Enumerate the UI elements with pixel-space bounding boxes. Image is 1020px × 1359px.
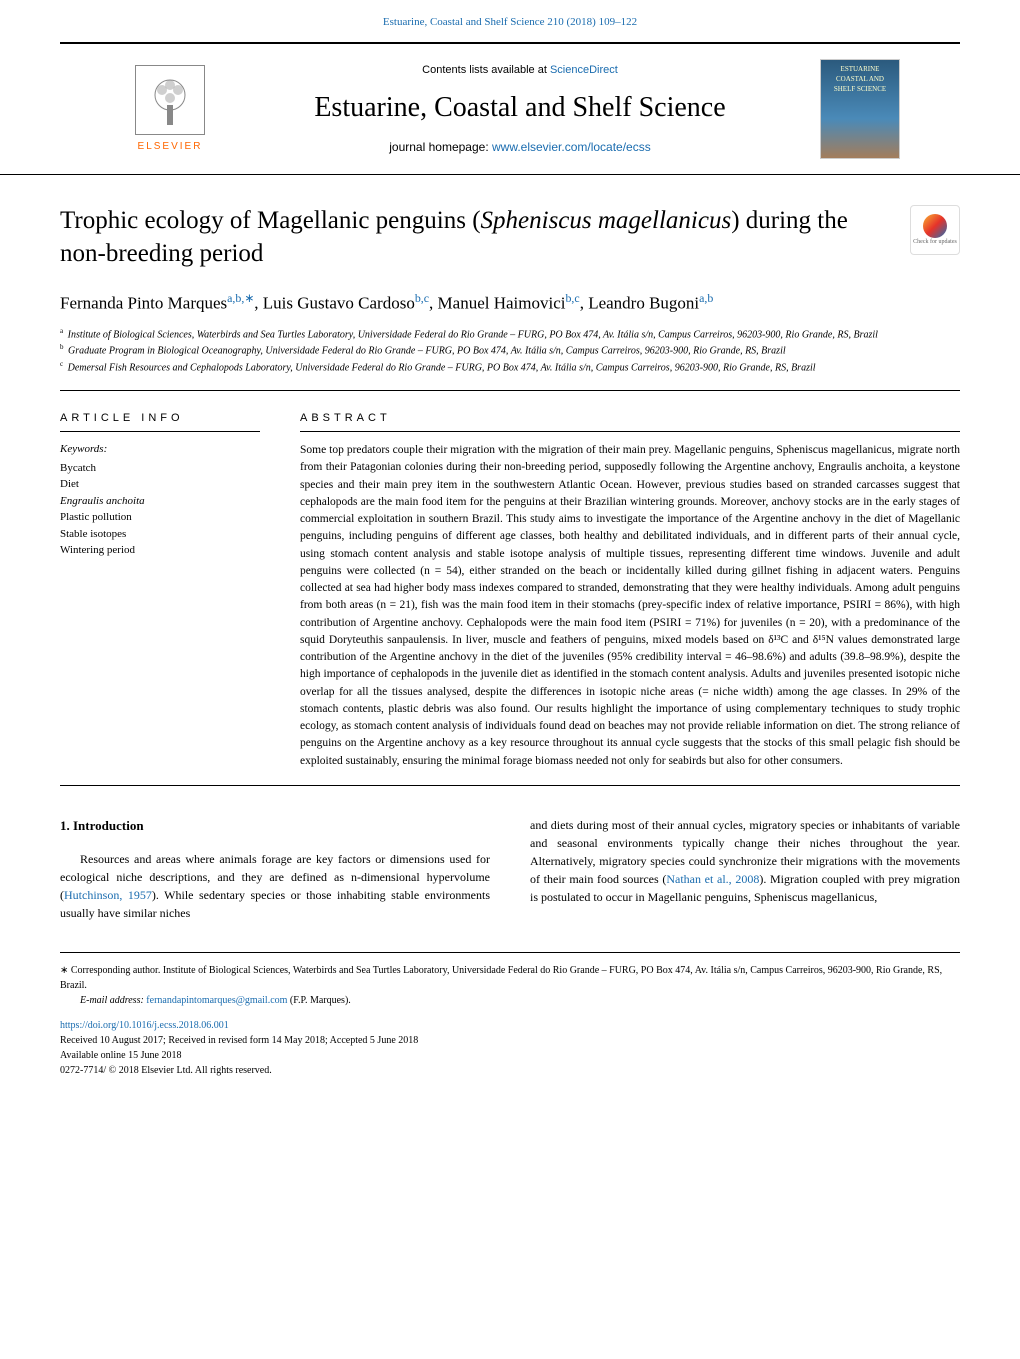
divider-2: [60, 785, 960, 786]
divider: [60, 390, 960, 391]
homepage-link[interactable]: www.elsevier.com/locate/ecss: [492, 140, 651, 154]
article-title: Trophic ecology of Magellanic penguins (…: [60, 205, 910, 270]
author-1-corr[interactable]: ∗: [244, 291, 254, 305]
keyword-5: Stable isotopes: [60, 526, 260, 543]
sciencedirect-line: Contents lists available at ScienceDirec…: [220, 63, 820, 78]
check-updates-label: Check for updates: [913, 238, 957, 246]
affiliation-c: Demersal Fish Resources and Cephalopods …: [68, 362, 816, 373]
copyright: 0272-7714/ © 2018 Elsevier Ltd. All righ…: [60, 1063, 960, 1078]
online-date: Available online 15 June 2018: [60, 1048, 960, 1063]
sciencedirect-link[interactable]: ScienceDirect: [550, 64, 618, 76]
author-2: Luis Gustavo Cardoso: [263, 294, 415, 313]
article-info-heading: ARTICLE INFO: [60, 411, 260, 432]
title-species: Spheniscus magellanicus: [481, 207, 732, 234]
author-2-aff[interactable]: b,c: [415, 291, 429, 305]
homepage-label: journal homepage:: [389, 140, 492, 154]
crossmark-icon: [923, 214, 947, 238]
sciencedirect-label: Contents lists available at: [422, 64, 550, 76]
journal-header-center: Contents lists available at ScienceDirec…: [220, 63, 820, 156]
keyword-3: Engraulis anchoita: [60, 493, 260, 510]
check-updates-badge[interactable]: Check for updates: [910, 205, 960, 255]
footer: ∗ Corresponding author. Institute of Bio…: [60, 952, 960, 1078]
journal-name: Estuarine, Coastal and Shelf Science: [220, 88, 820, 127]
author-4: Leandro Bugoni: [588, 294, 699, 313]
journal-homepage-line: journal homepage: www.elsevier.com/locat…: [220, 139, 820, 156]
email-suffix: (F.P. Marques).: [287, 995, 350, 1006]
author-1: Fernanda Pinto Marques: [60, 294, 227, 313]
elsevier-tree-icon: [135, 65, 205, 135]
cover-title: ESTUARINE COASTAL AND SHELF SCIENCE: [826, 65, 894, 94]
journal-header: ELSEVIER Contents lists available at Sci…: [0, 44, 1020, 175]
author-1-aff[interactable]: a,b,: [227, 291, 244, 305]
keyword-1: Bycatch: [60, 460, 260, 477]
abstract-heading: ABSTRACT: [300, 411, 960, 432]
intro-ref-2[interactable]: Nathan et al., 2008: [666, 872, 759, 886]
affiliation-b: Graduate Program in Biological Oceanogra…: [68, 346, 786, 357]
authors-line: Fernanda Pinto Marquesa,b,∗, Luis Gustav…: [60, 290, 960, 315]
corresponding-author: ∗ Corresponding author. Institute of Bio…: [60, 963, 960, 993]
affiliation-a: Institute of Biological Sciences, Waterb…: [68, 329, 878, 340]
citation-header: Estuarine, Coastal and Shelf Science 210…: [60, 0, 960, 44]
abstract-column: ABSTRACT Some top predators couple their…: [300, 411, 960, 770]
citation-link[interactable]: Estuarine, Coastal and Shelf Science 210…: [383, 16, 637, 28]
keywords-label: Keywords:: [60, 442, 260, 457]
info-abstract-row: ARTICLE INFO Keywords: Bycatch Diet Engr…: [60, 411, 960, 770]
journal-cover-thumbnail: ESTUARINE COASTAL AND SHELF SCIENCE: [820, 59, 900, 159]
author-3-aff[interactable]: b,c: [565, 291, 579, 305]
keyword-2: Diet: [60, 476, 260, 493]
keywords-list: Bycatch Diet Engraulis anchoita Plastic …: [60, 460, 260, 559]
title-part1: Trophic ecology of Magellanic penguins (: [60, 207, 481, 234]
keyword-4: Plastic pollution: [60, 509, 260, 526]
intro-ref-1[interactable]: Hutchinson, 1957: [64, 888, 152, 902]
keyword-6: Wintering period: [60, 542, 260, 559]
doi-link[interactable]: https://doi.org/10.1016/j.ecss.2018.06.0…: [60, 1020, 229, 1031]
intro-column-left: 1. Introduction Resources and areas wher…: [60, 816, 490, 923]
elsevier-text: ELSEVIER: [138, 140, 203, 154]
email-link[interactable]: fernandapintomarques@gmail.com: [146, 995, 287, 1006]
title-row: Trophic ecology of Magellanic penguins (…: [60, 205, 960, 270]
elsevier-logo: ELSEVIER: [120, 59, 220, 159]
email-label: E-mail address:: [80, 995, 146, 1006]
received-dates: Received 10 August 2017; Received in rev…: [60, 1033, 960, 1048]
article-info-column: ARTICLE INFO Keywords: Bycatch Diet Engr…: [60, 411, 260, 770]
author-4-aff[interactable]: a,b: [699, 291, 713, 305]
introduction-section: 1. Introduction Resources and areas wher…: [60, 816, 960, 923]
abstract-text: Some top predators couple their migratio…: [300, 442, 960, 770]
author-3: Manuel Haimovici: [438, 294, 566, 313]
introduction-heading: 1. Introduction: [60, 816, 490, 836]
intro-column-right: and diets during most of their annual cy…: [530, 816, 960, 923]
affiliations-block: a Institute of Biological Sciences, Wate…: [60, 326, 960, 375]
